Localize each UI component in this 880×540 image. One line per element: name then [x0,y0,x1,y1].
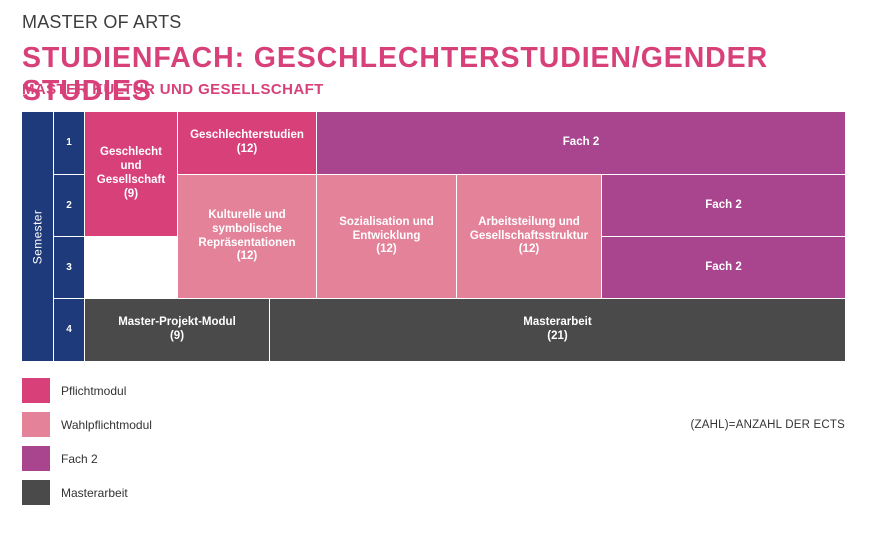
semester-number-1: 1 [54,112,84,174]
module-ects: (12) [518,243,540,256]
module-ects: (9) [169,330,185,342]
module-fach2-semester-3: Fach 2 [602,237,845,298]
legend-swatch-pflichtmodul [22,378,50,403]
module-kulturelle-repraesentationen: Kulturelle und symbolische Repräsentatio… [178,175,316,298]
legend-swatch-masterarbeit [22,480,50,505]
semester-number-2: 2 [54,175,84,236]
module-label: Arbeitsteilung und Gesellschaftsstruktur [469,215,589,242]
module-label: Fach 2 [562,136,600,149]
module-label: Master-Projekt-Modul [118,316,236,329]
module-geschlechterstudien: Geschlechterstudien (12) [178,112,316,174]
module-label: Sozialisation und Entwicklung [339,215,434,242]
legend-label-wahlpflichtmodul: Wahlpflichtmodul [61,418,152,432]
legend-label-fach2: Fach 2 [61,452,98,466]
semester-axis-label: Semester [22,112,53,361]
module-fach2-semester-2: Fach 2 [602,175,845,236]
module-ects: (12) [236,250,258,263]
legend-label-masterarbeit: Masterarbeit [61,486,128,500]
module-arbeitsteilung-gesellschaftsstruktur: Arbeitsteilung und Gesellschaftsstruktur… [457,175,601,298]
module-master-projekt: Master-Projekt-Modul (9) [85,299,269,361]
page-title: STUDIENFACH: GESCHLECHTERSTUDIEN/GENDER … [22,42,769,107]
module-label: Geschlecht und Gesellschaft [96,146,166,186]
module-ects: (12) [236,143,258,155]
semester-number-4: 4 [54,299,84,361]
legend-swatch-fach2 [22,446,50,471]
module-label: Fach 2 [705,198,742,211]
legend-swatch-wahlpflichtmodul [22,412,50,437]
module-sozialisation-entwicklung: Sozialisation und Entwicklung (12) [317,175,456,298]
ects-note: (ZAHL)=ANZAHL DER ECTS [690,419,845,431]
semester-axis-text: Semester [30,209,45,264]
module-masterarbeit: Masterarbeit (21) [270,299,845,361]
module-label: Masterarbeit [523,316,592,329]
module-label: Geschlechterstudien [190,129,304,142]
module-ects: (21) [547,330,568,342]
module-fach2-semester-1: Fach 2 [317,112,845,174]
module-label: Fach 2 [705,260,742,273]
semester-number-3: 3 [54,237,84,298]
module-ects: (9) [123,187,139,200]
degree-label: MASTER OF ARTS [22,12,182,32]
module-ects: (12) [376,243,397,256]
module-label: Kulturelle und symbolische Repräsentatio… [198,208,296,249]
legend-label-pflichtmodul: Pflichtmodul [61,384,127,398]
module-geschlecht-gesellschaft: Geschlecht und Gesellschaft (9) [85,112,177,236]
page-subtitle: MASTER KULTUR UND GESELLSCHAFT [22,81,324,98]
